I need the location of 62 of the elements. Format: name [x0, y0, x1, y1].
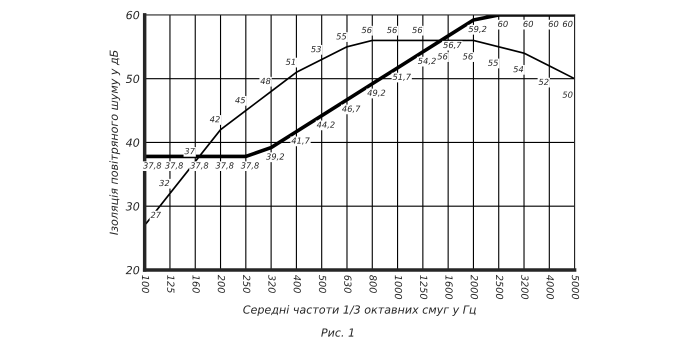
- data-label: 44,2: [316, 122, 335, 129]
- data-label: 60: [498, 20, 508, 28]
- x-tick-label: 320: [268, 274, 276, 293]
- data-label: 37,8: [143, 162, 162, 170]
- x-tick-label: 160: [192, 275, 200, 293]
- text: Рис. 1: [321, 328, 354, 337]
- y-tick-label: 30: [126, 202, 140, 211]
- data-label: 37,8: [215, 162, 234, 170]
- x-tick-label: 1250: [420, 275, 428, 300]
- data-label: 50: [562, 91, 573, 98]
- x-tick-label: 2500: [496, 274, 504, 300]
- data-label: 56: [462, 53, 473, 60]
- data-label: 49,2: [367, 90, 386, 97]
- data-label: 52: [538, 78, 549, 86]
- data-label: 55: [336, 33, 346, 40]
- data-label: 56: [386, 26, 397, 34]
- data-label: 41,7: [291, 138, 310, 145]
- x-tick-label: 5000: [572, 275, 580, 300]
- x-tick-label: 100: [142, 275, 150, 293]
- data-label: 54: [513, 66, 524, 72]
- data-label: 48: [260, 78, 270, 84]
- data-label: 37,8: [164, 162, 184, 170]
- data-label: 27: [150, 212, 161, 218]
- y-tick-label: 60: [126, 10, 140, 20]
- data-label: 56: [437, 53, 448, 60]
- data-label: 55: [488, 60, 498, 66]
- x-tick-label: 4000: [546, 275, 554, 300]
- data-label: 46,7: [342, 106, 360, 113]
- x-tick-label: 1000: [394, 275, 402, 300]
- data-label: 59,2: [468, 26, 486, 34]
- data-label: 56,7: [443, 42, 462, 49]
- data-label: 37,8: [240, 162, 259, 170]
- data-label: 51,7: [392, 74, 411, 81]
- data-label: 45: [235, 97, 246, 104]
- data-label: 37: [184, 148, 195, 154]
- x-tick-label: 800: [369, 275, 377, 293]
- data-label: 53: [311, 46, 321, 52]
- y-tick-label: 20: [126, 266, 140, 274]
- x-tick-label: 125: [167, 275, 174, 293]
- data-label: 60: [548, 20, 558, 28]
- x-tick-label: 400: [294, 275, 301, 293]
- x-tick-label: 1600: [445, 275, 453, 300]
- data-label: 51: [286, 58, 295, 65]
- data-label: 37,8: [190, 162, 208, 170]
- data-label: 60: [523, 20, 534, 28]
- x-tick-label: 3200: [521, 274, 529, 300]
- x-tick-label: 630: [344, 275, 352, 293]
- data-label: 32: [159, 180, 170, 186]
- x-tick-label: 250: [243, 274, 250, 293]
- data-label: 42: [210, 116, 220, 122]
- x-tick-label: 2000: [470, 274, 478, 300]
- data-label: 60: [562, 20, 573, 28]
- y-tick-label: 40: [126, 138, 140, 147]
- data-label: 54,2: [418, 58, 436, 65]
- x-tick-label: 500: [318, 275, 326, 293]
- x-tick-label: 200: [218, 274, 226, 293]
- data-label: 56: [362, 26, 372, 34]
- y-tick-label: 50: [126, 74, 140, 84]
- y-axis-title: Ізоляція повітряного шуму у дБ: [109, 50, 120, 235]
- x-axis-title: Середні частоти 1/3 октавних смуг у Гц: [243, 305, 476, 316]
- data-label: 56: [412, 26, 422, 34]
- data-label: 39,2: [266, 153, 284, 161]
